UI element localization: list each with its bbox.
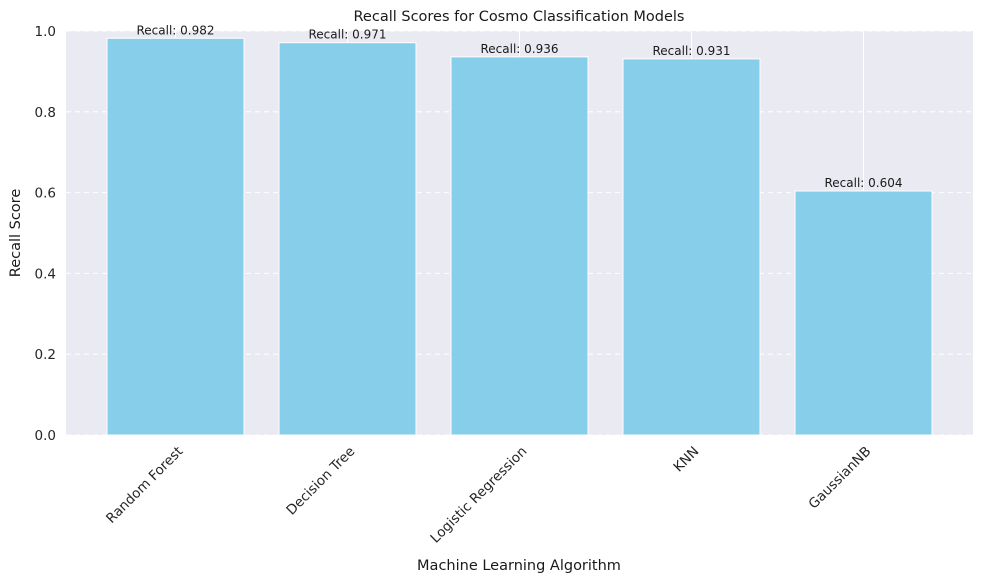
x-tick-label: GaussianNB: [806, 444, 875, 513]
y-axis-label: Recall Score: [8, 189, 24, 278]
bar-data-label: Recall: 0.931: [652, 44, 730, 58]
y-tick-label: 0.8: [35, 105, 56, 121]
bars-group: [106, 37, 933, 436]
chart-title: Recall Scores for Cosmo Classification M…: [354, 9, 685, 25]
x-tick-label: Decision Tree: [283, 444, 358, 519]
bar-data-label: Recall: 0.982: [136, 23, 214, 37]
y-tick-label: 0.6: [35, 186, 56, 202]
y-tick-label: 1.0: [35, 24, 56, 40]
y-tick-label: 0.0: [35, 428, 56, 444]
x-axis-label: Machine Learning Algorithm: [417, 558, 621, 574]
bar: [106, 37, 245, 436]
y-tick-label: 0.2: [35, 347, 56, 363]
y-tick-label: 0.4: [35, 266, 56, 282]
bar-data-labels: Recall: 0.982 Recall: 0.971 Recall: 0.936 R…: [136, 23, 902, 190]
bar-data-label: Recall: 0.971: [308, 28, 386, 42]
x-tick-label: KNN: [670, 444, 702, 476]
bar: [278, 42, 417, 436]
x-tick-label: Random Forest: [103, 444, 186, 527]
bar: [450, 56, 589, 436]
bar-data-label: Recall: 0.604: [824, 176, 902, 190]
bar: [622, 58, 761, 436]
x-tick-label: Logistic Regression: [427, 444, 530, 547]
bar-data-label: Recall: 0.936: [480, 42, 558, 56]
x-axis-ticks: Random Forest Decision Tree Logistic Regre…: [103, 444, 874, 547]
bar: [794, 190, 933, 436]
y-axis-ticks: 0.0 0.2 0.4 0.6 0.8 1.0: [35, 24, 56, 444]
